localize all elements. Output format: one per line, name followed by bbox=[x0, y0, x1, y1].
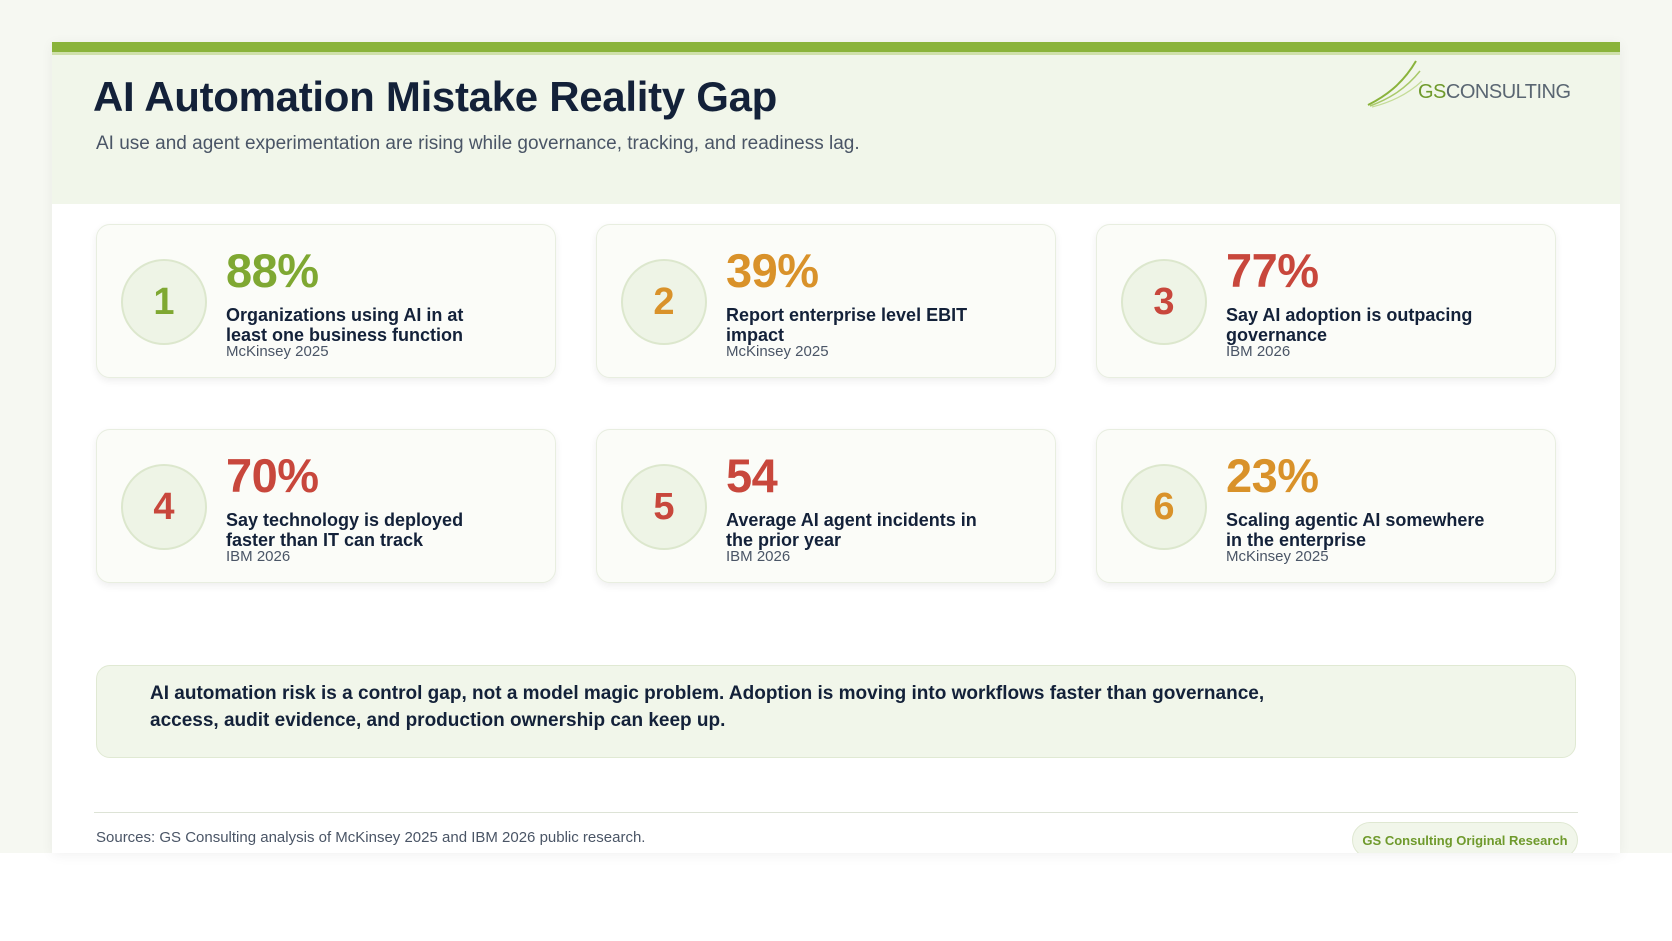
card-stat: 88% bbox=[226, 244, 319, 297]
card-source: IBM 2026 bbox=[226, 548, 291, 565]
top-accent-bar bbox=[52, 42, 1620, 52]
stat-card-5: 5 54 Average AI agent incidents in the p… bbox=[596, 429, 1056, 583]
stat-card-6: 6 23% Scaling agentic AI somewhere in th… bbox=[1096, 429, 1556, 583]
card-description: Say technology is deployed faster than I… bbox=[226, 510, 464, 550]
logo-prefix: GS bbox=[1418, 81, 1446, 103]
card-source: McKinsey 2025 bbox=[1226, 548, 1329, 565]
logo-wordmark: GSCONSULTING bbox=[1418, 81, 1571, 104]
stat-card-3: 3 77% Say AI adoption is outpacing gover… bbox=[1096, 224, 1556, 378]
card-number-circle: 2 bbox=[621, 259, 707, 345]
card-description: Scaling agentic AI somewhere in the ente… bbox=[1226, 510, 1485, 550]
card-number-circle: 6 bbox=[1121, 464, 1207, 550]
card-number-circle: 1 bbox=[121, 259, 207, 345]
card-stat: 23% bbox=[1226, 449, 1319, 502]
card-source: McKinsey 2025 bbox=[226, 343, 329, 360]
gs-consulting-logo: GSCONSULTING bbox=[1366, 59, 1571, 117]
card-source: IBM 2026 bbox=[1226, 343, 1291, 360]
card-stat: 54 bbox=[726, 449, 778, 502]
swoosh-icon bbox=[1367, 60, 1423, 108]
card-number-circle: 5 bbox=[621, 464, 707, 550]
key-insight-callout: AI automation risk is a control gap, not… bbox=[96, 665, 1576, 758]
original-research-badge: GS Consulting Original Research bbox=[1352, 822, 1578, 853]
card-stat: 39% bbox=[726, 244, 819, 297]
page-title: AI Automation Mistake Reality Gap bbox=[93, 73, 778, 120]
card-description: Average AI agent incidents in the prior … bbox=[726, 510, 977, 550]
top-accent-line bbox=[52, 52, 1620, 55]
stat-card-4: 4 70% Say technology is deployed faster … bbox=[96, 429, 556, 583]
card-description: Say AI adoption is outpacing governance bbox=[1226, 305, 1473, 345]
card-number-circle: 3 bbox=[1121, 259, 1207, 345]
sources-note: Sources: GS Consulting analysis of McKin… bbox=[96, 829, 646, 846]
footer-divider bbox=[94, 812, 1578, 813]
card-source: IBM 2026 bbox=[726, 548, 791, 565]
card-description: Organizations using AI in at least one b… bbox=[226, 305, 464, 345]
stat-card-2: 2 39% Report enterprise level EBIT impac… bbox=[596, 224, 1056, 378]
card-stat: 77% bbox=[1226, 244, 1319, 297]
card-number-circle: 4 bbox=[121, 464, 207, 550]
logo-suffix: CONSULTING bbox=[1445, 81, 1571, 103]
slide-header: AI Automation Mistake Reality Gap AI use… bbox=[52, 55, 1620, 204]
card-description: Report enterprise level EBIT impact bbox=[726, 305, 968, 345]
card-source: McKinsey 2025 bbox=[726, 343, 829, 360]
page-subtitle: AI use and agent experimentation are ris… bbox=[96, 133, 860, 154]
callout-text: AI automation risk is a control gap, not… bbox=[150, 683, 1265, 731]
slide: AI Automation Mistake Reality Gap AI use… bbox=[52, 42, 1620, 853]
stat-card-1: 1 88% Organizations using AI in at least… bbox=[96, 224, 556, 378]
card-stat: 70% bbox=[226, 449, 319, 502]
